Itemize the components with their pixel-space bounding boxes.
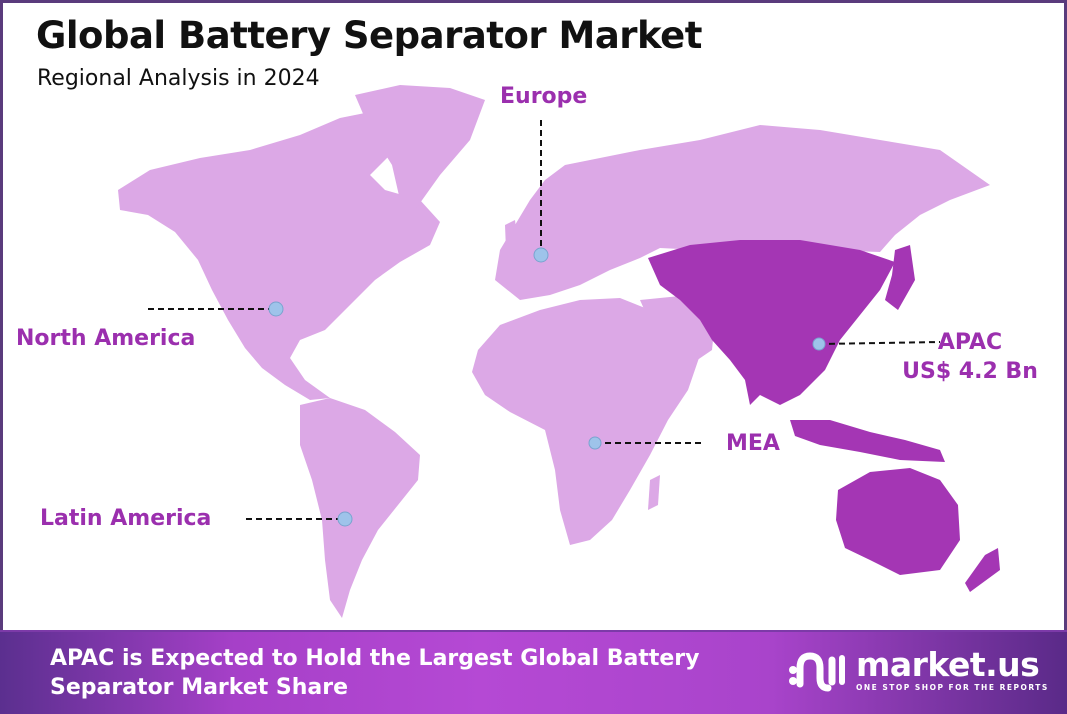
page-subtitle: Regional Analysis in 2024 [37,66,320,91]
region-mea [472,298,700,545]
label-mea: MEA [726,431,780,456]
label-apac: APAC US$ 4.2 Bn [900,328,1040,386]
page-title: Global Battery Separator Market [36,14,702,57]
marker-north-america[interactable] [268,301,284,317]
label-apac-value: US$ 4.2 Bn [902,359,1038,384]
marker-latin-america[interactable] [337,511,353,527]
region-latin-america [300,398,420,618]
region-north-america [118,110,440,400]
market-us-logo[interactable]: market.us ONE STOP SHOP FOR THE REPORTS [788,648,1049,692]
label-north-america: North America [16,326,196,351]
logo-tagline: ONE STOP SHOP FOR THE REPORTS [856,683,1049,692]
label-latin-america: Latin America [40,506,212,531]
marker-apac[interactable] [812,337,826,351]
region-australia [836,468,960,575]
leader-lines [148,120,941,520]
land-regular [118,85,990,618]
footer-banner: APAC is Expected to Hold the Largest Glo… [0,630,1067,714]
region-greenland [355,85,485,210]
region-apac [648,240,895,405]
footer-headline: APAC is Expected to Hold the Largest Glo… [50,646,700,700]
region-europe [495,125,990,300]
world-map [118,85,1000,618]
marker-europe[interactable] [533,247,549,263]
label-europe: Europe [500,84,588,109]
land-highlighted-apac [648,240,1000,592]
marker-mea[interactable] [588,436,602,450]
logo-mark-icon [789,652,845,692]
logo-name: market.us [856,645,1040,684]
region-markers [268,247,826,527]
label-apac-name: APAC [937,330,1003,355]
